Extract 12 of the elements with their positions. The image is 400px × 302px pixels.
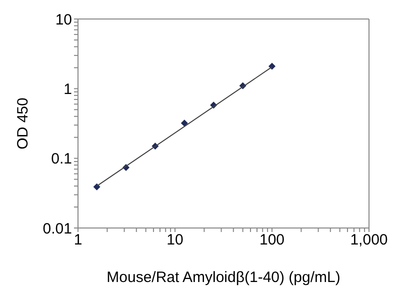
point (93, 183, 100, 190)
y-axis-title: OD 450 (14, 98, 32, 150)
x-tick-label: 100 (259, 232, 285, 249)
x-axis-title: Mouse/Rat Amyloidβ(1-40) (pg/mL) (106, 269, 340, 286)
point (268, 62, 276, 70)
y-tick-label: 0.1 (51, 150, 72, 168)
y-tick-label: 10 (55, 11, 72, 28)
x-tick-label: 1,000 (350, 232, 388, 249)
y-tick-label: 0.01 (42, 220, 72, 238)
point (180, 120, 188, 127)
x-tick-label: 10 (166, 232, 184, 249)
y-tick-label: 1 (64, 80, 72, 98)
